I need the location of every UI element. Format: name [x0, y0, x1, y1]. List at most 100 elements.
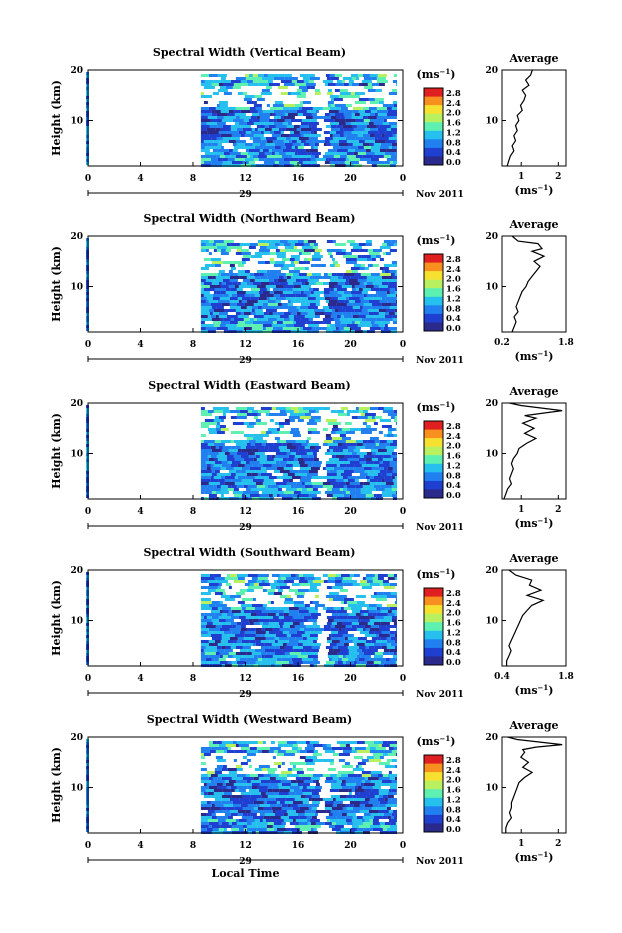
heatmap-cell [289, 589, 298, 592]
x-tick-label: 4 [137, 674, 143, 684]
heatmap-cell [356, 640, 366, 643]
heatmap-cell [343, 449, 348, 452]
x-tick-label: 20 [344, 841, 357, 851]
heatmap-cell [220, 425, 226, 428]
average-unit: (ms−1) [514, 850, 553, 864]
heatmap-cell [214, 789, 223, 792]
heatmap-cell [245, 270, 250, 273]
heatmap-cell [366, 240, 372, 243]
heatmap-cell [207, 128, 216, 131]
heatmap-cell [392, 494, 396, 497]
heatmap-cell [388, 285, 397, 288]
heatmap-cell [340, 810, 350, 813]
heatmap-cell [395, 577, 397, 580]
heatmap-cell [244, 413, 247, 416]
heatmap-cell [300, 479, 311, 482]
heatmap-cell [385, 479, 393, 482]
heatmap-cell [347, 443, 357, 446]
heatmap-cell [380, 273, 391, 276]
heatmap-cell [252, 577, 258, 580]
heatmap-cell [354, 756, 363, 759]
heatmap-cell [222, 646, 226, 649]
heatmap-cell [387, 158, 397, 161]
heatmap-cell [263, 589, 267, 592]
colorbar-band [424, 271, 443, 280]
heatmap-cell [249, 765, 252, 768]
heatmap-cell [255, 309, 263, 312]
heatmap-cell [379, 795, 383, 798]
heatmap-cell [296, 297, 302, 300]
heatmap-cell [389, 137, 397, 140]
heatmap-cell [235, 789, 239, 792]
heatmap-cell [291, 828, 300, 831]
heatmap-cell [269, 149, 272, 152]
heatmap-cell [299, 249, 304, 252]
heatmap-cell [267, 246, 278, 249]
heatmap-cell [370, 616, 375, 619]
heatmap-cell [214, 649, 217, 652]
heatmap-cell [303, 407, 313, 410]
heatmap-cell [338, 771, 347, 774]
heatmap-cell [263, 291, 270, 294]
heatmap-cell [353, 306, 360, 309]
heatmap-cell [346, 491, 350, 494]
heatmap-cell [392, 813, 395, 816]
heatmap-cell [388, 613, 395, 616]
heatmap-cell [378, 407, 384, 410]
heatmap-cell [350, 428, 361, 431]
heatmap-cell [372, 452, 376, 455]
heatmap-cell [364, 807, 372, 810]
heatmap-cell [332, 658, 338, 661]
heatmap-cell [236, 658, 240, 661]
average-frame [502, 737, 566, 833]
heatmap-cell [213, 622, 220, 625]
heatmap-cell [324, 321, 331, 324]
heatmap-cell [312, 792, 319, 795]
heatmap-cell [332, 622, 337, 625]
heatmap-cell [224, 828, 227, 831]
heatmap-cell [349, 789, 352, 792]
heatmap-cell [369, 252, 380, 255]
heatmap-cell [242, 467, 250, 470]
heatmap-cell [258, 155, 267, 158]
heatmap-cell [354, 152, 358, 155]
heatmap-cell [386, 140, 396, 143]
heatmap-cell [296, 428, 299, 431]
heatmap-cell [377, 807, 387, 810]
heatmap-cell [351, 607, 362, 610]
heatmap-cell [251, 795, 262, 798]
average-y-tick-label: 20 [485, 733, 498, 743]
heatmap-cell [305, 482, 312, 485]
heatmap-cell [280, 306, 289, 309]
heatmap-cell [297, 312, 301, 315]
heatmap-cell [274, 828, 277, 831]
heatmap-cell [346, 783, 356, 786]
heatmap-cell [283, 291, 293, 294]
heatmap-cell [229, 610, 232, 613]
heatmap-cell [236, 470, 241, 473]
heatmap-cell [289, 315, 294, 318]
heatmap-cell [236, 473, 247, 476]
heatmap-cell [396, 294, 397, 297]
heatmap-cell [250, 774, 258, 777]
x-tick-label: 0 [400, 841, 406, 851]
heatmap-cell [333, 306, 343, 309]
heatmap-cell [366, 786, 373, 789]
heatmap-cell [257, 747, 261, 750]
heatmap-cell [370, 119, 374, 122]
heatmap-cell [282, 810, 287, 813]
heatmap-cell [224, 631, 232, 634]
heatmap-cell [222, 282, 226, 285]
heatmap-cell [305, 604, 310, 607]
heatmap-cell [201, 747, 212, 750]
heatmap-cell [294, 324, 305, 327]
heatmap-cell [212, 83, 219, 86]
heatmap-cell [240, 589, 247, 592]
heatmap-cell [337, 643, 344, 646]
heatmap-cell [228, 485, 232, 488]
heatmap-cell [384, 327, 389, 330]
heatmap-cell [222, 607, 231, 610]
heatmap-cell [218, 143, 222, 146]
